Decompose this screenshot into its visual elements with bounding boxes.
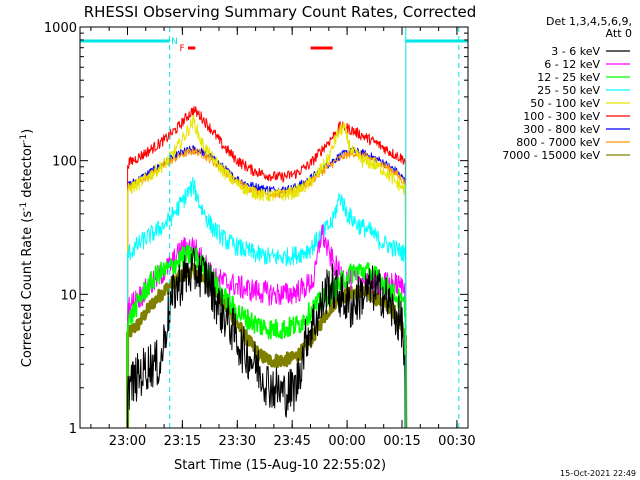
x-tick-label: 23:45: [273, 434, 310, 449]
legend-label: 6 - 12 keV: [544, 58, 600, 71]
series-line: [127, 247, 407, 428]
y-tick-label: 1: [69, 422, 77, 437]
series-line: [127, 224, 407, 428]
series-line: [127, 176, 407, 428]
series-group: [126, 105, 408, 428]
x-tick-label: 23:30: [219, 434, 256, 449]
x-tick-label: 00:15: [383, 434, 420, 449]
y-tick-label: 1000: [44, 21, 77, 36]
plot-layer: NF 1 10 100 1000 23:00 23:15 23:30 23:45 00:00 00:…: [44, 21, 476, 449]
y-axis-label-mid: detector: [20, 142, 35, 202]
legend-label: 7000 - 15000 keV: [502, 149, 600, 162]
series-line: [126, 244, 407, 428]
annotation-f: F: [180, 44, 185, 54]
legend-label: 25 - 50 keV: [537, 84, 600, 97]
y-axis-label-main: Corrected Count Rate (s: [20, 211, 35, 368]
y-axis-label-exp1: -1: [19, 202, 29, 211]
annotation-n: N: [171, 37, 178, 47]
legend-label: 50 - 100 keV: [530, 97, 600, 110]
x-tick-label: 00:00: [328, 434, 365, 449]
y-axis-label-end: ): [20, 129, 35, 134]
x-axis-label: Start Time (15-Aug-10 22:55:02): [174, 458, 386, 473]
legend-header-line2: Att 0: [606, 27, 632, 40]
legend-label: 100 - 300 keV: [523, 110, 600, 123]
x-tick-label: 23:00: [109, 434, 146, 449]
legend-label: 3 - 6 keV: [551, 45, 600, 58]
legend-label: 12 - 25 keV: [537, 71, 600, 84]
series-line: [127, 114, 407, 428]
x-tick-label: 00:30: [438, 434, 475, 449]
x-tick-label: 23:15: [164, 434, 201, 449]
y-tick-label: 100: [52, 155, 77, 170]
y-axis-label-exp2: -1: [19, 134, 29, 143]
series-line: [127, 105, 407, 428]
timestamp: 15-Oct-2021 22:49: [560, 469, 636, 478]
legend-label: 800 - 7000 keV: [516, 136, 600, 149]
y-axis-label: Corrected Count Rate (s-1 detector-1): [19, 129, 35, 367]
legend-label: 300 - 800 keV: [523, 123, 600, 136]
y-tick-label: 10: [60, 288, 77, 303]
legend-header-line1: Det 1,3,4,5,6,9,: [546, 15, 632, 28]
chart-title: RHESSI Observing Summary Count Rates, Co…: [84, 3, 477, 21]
